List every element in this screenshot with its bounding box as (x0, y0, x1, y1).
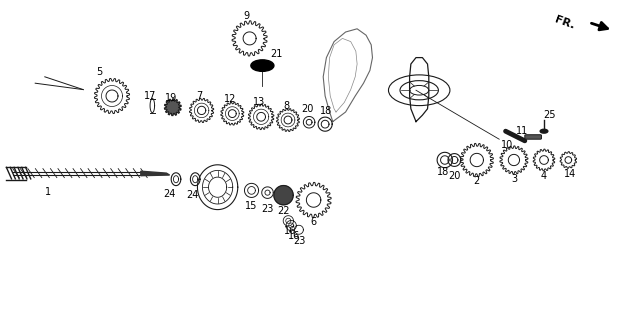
Text: 7: 7 (196, 91, 203, 101)
Text: 21: 21 (270, 49, 283, 59)
Text: 23: 23 (293, 236, 306, 246)
Text: 11: 11 (515, 126, 528, 136)
Text: FR.: FR. (554, 14, 576, 31)
Text: 3: 3 (511, 174, 517, 184)
Text: 16: 16 (288, 231, 301, 241)
Text: 25: 25 (543, 110, 556, 120)
Text: 24: 24 (163, 188, 176, 199)
Text: 15: 15 (245, 201, 258, 212)
Text: 22: 22 (277, 206, 290, 216)
Text: 5: 5 (96, 67, 102, 77)
Text: 18: 18 (320, 106, 333, 116)
Text: 17: 17 (144, 91, 157, 101)
Polygon shape (164, 99, 181, 116)
Circle shape (251, 60, 274, 71)
Polygon shape (141, 171, 170, 176)
Text: 24: 24 (186, 190, 198, 200)
Text: 1: 1 (45, 187, 51, 197)
Text: 9: 9 (243, 11, 250, 21)
FancyBboxPatch shape (525, 135, 541, 139)
Text: 2: 2 (474, 176, 480, 186)
Text: 19: 19 (165, 92, 178, 103)
Polygon shape (274, 186, 293, 205)
Text: 20: 20 (448, 171, 461, 181)
Text: 20: 20 (301, 104, 314, 114)
Text: 13: 13 (253, 97, 266, 108)
Circle shape (540, 129, 548, 133)
Text: 16: 16 (284, 226, 296, 236)
Text: 8: 8 (284, 101, 290, 111)
Text: 4: 4 (541, 171, 547, 181)
Text: 6: 6 (310, 217, 317, 228)
Text: 10: 10 (501, 140, 514, 150)
Text: 14: 14 (563, 169, 576, 180)
Text: 12: 12 (224, 94, 237, 104)
Text: 23: 23 (261, 204, 274, 214)
Text: 18: 18 (437, 167, 450, 177)
